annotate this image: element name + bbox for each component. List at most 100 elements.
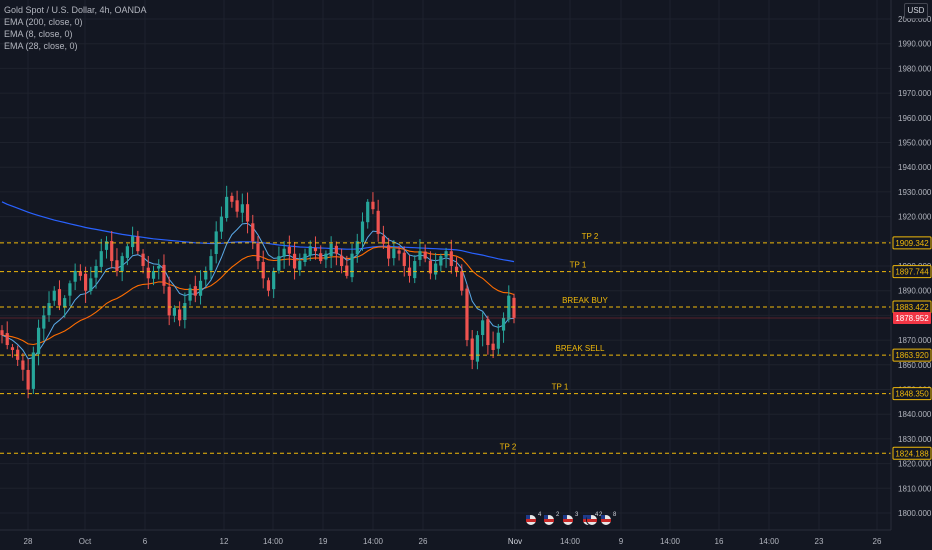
candle-body bbox=[397, 250, 401, 254]
candle-body bbox=[52, 290, 56, 301]
time-tick-label: 23 bbox=[815, 537, 824, 546]
flag-canton bbox=[601, 515, 605, 519]
level-price-tag-text: 1863.920 bbox=[895, 351, 929, 360]
time-tick-label: 19 bbox=[319, 537, 328, 546]
candle-body bbox=[486, 319, 490, 346]
candle-body bbox=[465, 288, 469, 341]
flag-canton bbox=[583, 515, 587, 519]
candle-body bbox=[219, 216, 224, 232]
candle-body bbox=[167, 286, 171, 316]
candle-body bbox=[277, 256, 281, 271]
level-price-tag-text: 1909.342 bbox=[895, 239, 929, 248]
event-count: 8 bbox=[613, 512, 617, 518]
candle-body bbox=[10, 347, 15, 350]
price-tick-label: 1930.000 bbox=[898, 188, 932, 197]
indicator-ema-8[interactable]: EMA (8, close, 0) bbox=[4, 29, 73, 39]
candle-body bbox=[444, 251, 448, 257]
time-tick-label: 14:00 bbox=[560, 537, 581, 546]
candle-body bbox=[251, 223, 255, 242]
level-price-tags: 1909.342 1897.744 1883.422 1863.920 1848.350… bbox=[892, 236, 932, 460]
price-axis-ticks: 1800.000 1810.000 1820.000 1830.000 1840.000… bbox=[898, 15, 932, 518]
level-price-tag bbox=[892, 446, 932, 460]
flag-canton bbox=[563, 515, 567, 519]
price-tick-label: 1890.000 bbox=[898, 287, 932, 296]
candle-body bbox=[439, 256, 443, 266]
currency-button[interactable]: USD bbox=[904, 3, 928, 19]
candle-body bbox=[36, 327, 41, 355]
candle-body bbox=[94, 266, 98, 278]
candle-body bbox=[157, 266, 161, 269]
horizontal-levels[interactable]: TP 2 TP 1 BREAK BUY BREAK SELL TP 1 TP 2 bbox=[0, 232, 891, 454]
candle-body bbox=[26, 369, 30, 390]
event-count: 4 bbox=[538, 512, 542, 518]
level-price-tag bbox=[892, 236, 932, 250]
candle-body bbox=[245, 204, 250, 222]
candle-body bbox=[83, 273, 88, 291]
candle-body bbox=[188, 288, 192, 301]
time-tick-label: Nov bbox=[508, 537, 522, 546]
candle-body bbox=[89, 278, 93, 292]
price-tick-label: 1950.000 bbox=[898, 139, 932, 148]
time-axis-ticks: 28 Oct 6 12 14:00 19 14:00 26 Nov 14:00 9 14:00 16 14… bbox=[24, 537, 882, 546]
indicator-ema-28[interactable]: EMA (28, close, 0) bbox=[4, 41, 78, 51]
level-label: TP 2 bbox=[582, 232, 599, 241]
candle-body bbox=[360, 221, 365, 243]
candle-body bbox=[303, 253, 307, 263]
candle-body bbox=[266, 280, 271, 291]
candle-body bbox=[507, 295, 511, 320]
event-count: 2 bbox=[556, 512, 560, 518]
candles bbox=[0, 185, 516, 399]
candle-body bbox=[319, 253, 323, 262]
candle-body bbox=[230, 195, 234, 202]
time-tick-label: 12 bbox=[220, 537, 229, 546]
symbol-title[interactable]: Gold Spot / U.S. Dollar, 4h, OANDA bbox=[4, 5, 147, 15]
candle-body bbox=[402, 252, 406, 266]
time-axis[interactable] bbox=[0, 530, 932, 550]
candle-body bbox=[491, 343, 495, 350]
ema-8-path bbox=[1, 222, 515, 360]
price-tick-label: 1830.000 bbox=[898, 435, 932, 444]
candle-body bbox=[204, 270, 208, 280]
level-price-tag bbox=[892, 348, 932, 362]
candle-body bbox=[47, 303, 51, 316]
time-tick-label: 9 bbox=[619, 537, 624, 546]
current-price-tag bbox=[893, 311, 931, 324]
candle-body bbox=[282, 248, 286, 257]
candle-body bbox=[120, 256, 124, 272]
candle-body bbox=[334, 245, 338, 254]
candle-body bbox=[131, 236, 135, 248]
indicator-ema-200[interactable]: EMA (200, close, 0) bbox=[4, 17, 83, 27]
candle-body bbox=[141, 253, 145, 266]
candle-body bbox=[78, 271, 82, 276]
price-tick-label: 1920.000 bbox=[898, 213, 932, 222]
candle-body bbox=[5, 333, 9, 346]
candle-body bbox=[454, 266, 459, 271]
candle-body bbox=[0, 330, 4, 336]
level-price-tag-text: 1824.188 bbox=[895, 449, 929, 458]
candle-body bbox=[298, 261, 302, 270]
candle-body bbox=[31, 352, 35, 389]
candle-body bbox=[423, 251, 427, 259]
candle-body bbox=[496, 332, 500, 349]
flag-stripe bbox=[587, 519, 597, 522]
candle-body bbox=[481, 320, 485, 336]
candle-body bbox=[345, 265, 349, 276]
candle-body bbox=[110, 241, 114, 262]
level-price-tag bbox=[892, 265, 932, 279]
flag-stripe bbox=[601, 519, 611, 522]
candle-body bbox=[371, 201, 375, 210]
level-label: BREAK BUY bbox=[562, 296, 608, 305]
candle-body bbox=[308, 246, 312, 256]
candle-body bbox=[350, 253, 354, 278]
event-count: 3 bbox=[575, 512, 579, 518]
candle-body bbox=[240, 204, 244, 213]
price-tick-label: 1810.000 bbox=[898, 484, 932, 493]
chart-legend[interactable]: Gold Spot / U.S. Dollar, 4h, OANDA EMA (… bbox=[4, 4, 147, 52]
candle-body bbox=[475, 335, 480, 362]
flag-stripe bbox=[544, 519, 554, 522]
level-label: TP 1 bbox=[552, 383, 569, 392]
candle-body bbox=[151, 270, 156, 279]
